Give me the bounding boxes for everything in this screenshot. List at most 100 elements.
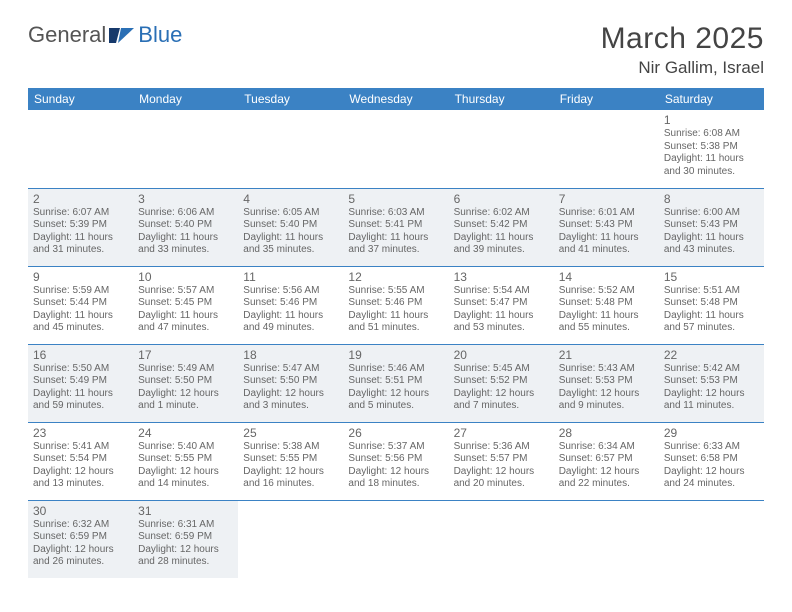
calendar-cell: 24Sunrise: 5:40 AMSunset: 5:55 PMDayligh… <box>133 422 238 500</box>
flag-icon <box>109 25 135 45</box>
day-info: Sunrise: 6:03 AMSunset: 5:41 PMDaylight:… <box>348 207 443 257</box>
day-number: 4 <box>243 192 338 206</box>
day-info: Sunrise: 5:57 AMSunset: 5:45 PMDaylight:… <box>138 285 233 335</box>
calendar-cell: 11Sunrise: 5:56 AMSunset: 5:46 PMDayligh… <box>238 266 343 344</box>
day-info: Sunrise: 5:59 AMSunset: 5:44 PMDaylight:… <box>33 285 128 335</box>
calendar-cell: 31Sunrise: 6:31 AMSunset: 6:59 PMDayligh… <box>133 500 238 578</box>
day-info: Sunrise: 6:31 AMSunset: 6:59 PMDaylight:… <box>138 519 233 569</box>
day-number: 1 <box>664 113 759 127</box>
day-number: 13 <box>454 270 549 284</box>
calendar-cell: 7Sunrise: 6:01 AMSunset: 5:43 PMDaylight… <box>554 188 659 266</box>
day-info: Sunrise: 6:34 AMSunset: 6:57 PMDaylight:… <box>559 441 654 491</box>
calendar-body: 1Sunrise: 6:08 AMSunset: 5:38 PMDaylight… <box>28 110 764 578</box>
day-number: 9 <box>33 270 128 284</box>
weekday-header: Monday <box>133 88 238 110</box>
calendar-cell <box>343 500 448 578</box>
day-info: Sunrise: 6:07 AMSunset: 5:39 PMDaylight:… <box>33 207 128 257</box>
brand-part1: General <box>28 22 106 48</box>
calendar-cell: 18Sunrise: 5:47 AMSunset: 5:50 PMDayligh… <box>238 344 343 422</box>
calendar-table: SundayMondayTuesdayWednesdayThursdayFrid… <box>28 88 764 578</box>
day-number: 17 <box>138 348 233 362</box>
day-info: Sunrise: 6:05 AMSunset: 5:40 PMDaylight:… <box>243 207 338 257</box>
day-number: 30 <box>33 504 128 518</box>
calendar-cell: 9Sunrise: 5:59 AMSunset: 5:44 PMDaylight… <box>28 266 133 344</box>
calendar-cell <box>659 500 764 578</box>
brand-logo: General Blue <box>28 22 182 48</box>
day-number: 14 <box>559 270 654 284</box>
calendar-cell <box>449 500 554 578</box>
calendar-cell: 15Sunrise: 5:51 AMSunset: 5:48 PMDayligh… <box>659 266 764 344</box>
calendar-cell: 25Sunrise: 5:38 AMSunset: 5:55 PMDayligh… <box>238 422 343 500</box>
day-number: 11 <box>243 270 338 284</box>
day-number: 6 <box>454 192 549 206</box>
calendar-cell: 5Sunrise: 6:03 AMSunset: 5:41 PMDaylight… <box>343 188 448 266</box>
calendar-row: 16Sunrise: 5:50 AMSunset: 5:49 PMDayligh… <box>28 344 764 422</box>
day-info: Sunrise: 6:33 AMSunset: 6:58 PMDaylight:… <box>664 441 759 491</box>
weekday-header: Tuesday <box>238 88 343 110</box>
day-number: 5 <box>348 192 443 206</box>
weekday-row: SundayMondayTuesdayWednesdayThursdayFrid… <box>28 88 764 110</box>
weekday-header: Wednesday <box>343 88 448 110</box>
day-number: 29 <box>664 426 759 440</box>
day-info: Sunrise: 5:43 AMSunset: 5:53 PMDaylight:… <box>559 363 654 413</box>
weekday-header: Thursday <box>449 88 554 110</box>
calendar-row: 1Sunrise: 6:08 AMSunset: 5:38 PMDaylight… <box>28 110 764 188</box>
calendar-cell: 17Sunrise: 5:49 AMSunset: 5:50 PMDayligh… <box>133 344 238 422</box>
calendar-cell: 30Sunrise: 6:32 AMSunset: 6:59 PMDayligh… <box>28 500 133 578</box>
day-info: Sunrise: 5:45 AMSunset: 5:52 PMDaylight:… <box>454 363 549 413</box>
day-info: Sunrise: 6:02 AMSunset: 5:42 PMDaylight:… <box>454 207 549 257</box>
day-number: 22 <box>664 348 759 362</box>
day-number: 12 <box>348 270 443 284</box>
day-number: 10 <box>138 270 233 284</box>
day-number: 24 <box>138 426 233 440</box>
weekday-header: Friday <box>554 88 659 110</box>
day-number: 16 <box>33 348 128 362</box>
day-info: Sunrise: 5:38 AMSunset: 5:55 PMDaylight:… <box>243 441 338 491</box>
calendar-row: 30Sunrise: 6:32 AMSunset: 6:59 PMDayligh… <box>28 500 764 578</box>
calendar-cell <box>28 110 133 188</box>
day-info: Sunrise: 6:32 AMSunset: 6:59 PMDaylight:… <box>33 519 128 569</box>
calendar-cell: 19Sunrise: 5:46 AMSunset: 5:51 PMDayligh… <box>343 344 448 422</box>
day-number: 20 <box>454 348 549 362</box>
day-number: 18 <box>243 348 338 362</box>
day-info: Sunrise: 5:50 AMSunset: 5:49 PMDaylight:… <box>33 363 128 413</box>
calendar-cell: 26Sunrise: 5:37 AMSunset: 5:56 PMDayligh… <box>343 422 448 500</box>
calendar-cell: 16Sunrise: 5:50 AMSunset: 5:49 PMDayligh… <box>28 344 133 422</box>
day-number: 21 <box>559 348 654 362</box>
weekday-header: Saturday <box>659 88 764 110</box>
calendar-cell: 20Sunrise: 5:45 AMSunset: 5:52 PMDayligh… <box>449 344 554 422</box>
day-info: Sunrise: 5:49 AMSunset: 5:50 PMDaylight:… <box>138 363 233 413</box>
calendar-cell: 6Sunrise: 6:02 AMSunset: 5:42 PMDaylight… <box>449 188 554 266</box>
day-info: Sunrise: 5:56 AMSunset: 5:46 PMDaylight:… <box>243 285 338 335</box>
title-block: March 2025 Nir Gallim, Israel <box>601 22 764 78</box>
title-location: Nir Gallim, Israel <box>601 58 764 78</box>
calendar-row: 9Sunrise: 5:59 AMSunset: 5:44 PMDaylight… <box>28 266 764 344</box>
calendar-cell: 12Sunrise: 5:55 AMSunset: 5:46 PMDayligh… <box>343 266 448 344</box>
day-info: Sunrise: 5:51 AMSunset: 5:48 PMDaylight:… <box>664 285 759 335</box>
calendar-cell: 13Sunrise: 5:54 AMSunset: 5:47 PMDayligh… <box>449 266 554 344</box>
day-number: 23 <box>33 426 128 440</box>
day-info: Sunrise: 5:55 AMSunset: 5:46 PMDaylight:… <box>348 285 443 335</box>
day-number: 2 <box>33 192 128 206</box>
calendar-cell: 29Sunrise: 6:33 AMSunset: 6:58 PMDayligh… <box>659 422 764 500</box>
day-number: 15 <box>664 270 759 284</box>
page-header: General Blue March 2025 Nir Gallim, Isra… <box>28 22 764 78</box>
day-info: Sunrise: 5:41 AMSunset: 5:54 PMDaylight:… <box>33 441 128 491</box>
day-info: Sunrise: 6:01 AMSunset: 5:43 PMDaylight:… <box>559 207 654 257</box>
day-info: Sunrise: 5:37 AMSunset: 5:56 PMDaylight:… <box>348 441 443 491</box>
day-number: 3 <box>138 192 233 206</box>
day-number: 7 <box>559 192 654 206</box>
day-number: 25 <box>243 426 338 440</box>
calendar-cell: 8Sunrise: 6:00 AMSunset: 5:43 PMDaylight… <box>659 188 764 266</box>
day-info: Sunrise: 5:52 AMSunset: 5:48 PMDaylight:… <box>559 285 654 335</box>
day-info: Sunrise: 5:54 AMSunset: 5:47 PMDaylight:… <box>454 285 549 335</box>
calendar-cell: 3Sunrise: 6:06 AMSunset: 5:40 PMDaylight… <box>133 188 238 266</box>
calendar-cell: 1Sunrise: 6:08 AMSunset: 5:38 PMDaylight… <box>659 110 764 188</box>
calendar-cell: 22Sunrise: 5:42 AMSunset: 5:53 PMDayligh… <box>659 344 764 422</box>
calendar-cell: 28Sunrise: 6:34 AMSunset: 6:57 PMDayligh… <box>554 422 659 500</box>
day-number: 19 <box>348 348 443 362</box>
day-info: Sunrise: 5:42 AMSunset: 5:53 PMDaylight:… <box>664 363 759 413</box>
day-number: 27 <box>454 426 549 440</box>
day-info: Sunrise: 6:06 AMSunset: 5:40 PMDaylight:… <box>138 207 233 257</box>
calendar-cell <box>449 110 554 188</box>
